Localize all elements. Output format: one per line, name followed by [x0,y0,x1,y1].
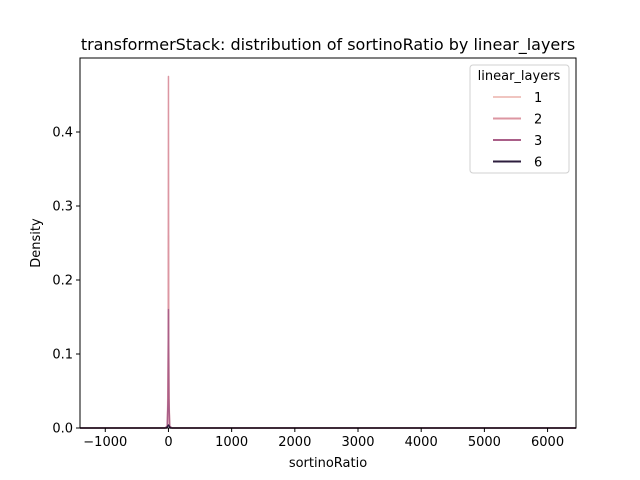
y-tick-label: 0.4 [52,126,73,141]
y-tick-label: 0.1 [52,348,73,363]
x-axis: −1000 0 1000 2000 3000 4000 5000 6000 [83,428,564,450]
plot-frame [79,57,577,429]
legend-label-2: 2 [534,113,542,128]
y-tick-label: 0.3 [52,200,73,215]
x-tick-label: −1000 [83,435,127,450]
y-tick-label: 0.2 [52,274,73,289]
y-axis: 0.0 0.1 0.2 0.3 0.4 [52,126,80,437]
legend: linear_layers 1 2 3 6 [469,64,570,174]
y-tick-label: 0.0 [52,422,73,437]
legend-title: linear_layers [478,69,561,84]
x-tick-label: 0 [164,435,172,450]
x-axis-label: sortinoRatio [289,456,367,471]
legend-label-6: 6 [534,156,542,171]
x-tick-label: 2000 [278,435,311,450]
x-tick-label: 6000 [531,435,564,450]
x-tick-label: 4000 [405,435,438,450]
x-tick-label: 5000 [468,435,501,450]
legend-items: 1 2 3 6 [493,91,542,171]
y-axis-label: Density [29,218,44,268]
chart-title: transformerStack: distribution of sortin… [81,35,575,55]
x-tick-label: 1000 [215,435,248,450]
legend-label-1: 1 [534,91,542,106]
x-tick-label: 3000 [341,435,374,450]
legend-label-3: 3 [534,134,542,149]
